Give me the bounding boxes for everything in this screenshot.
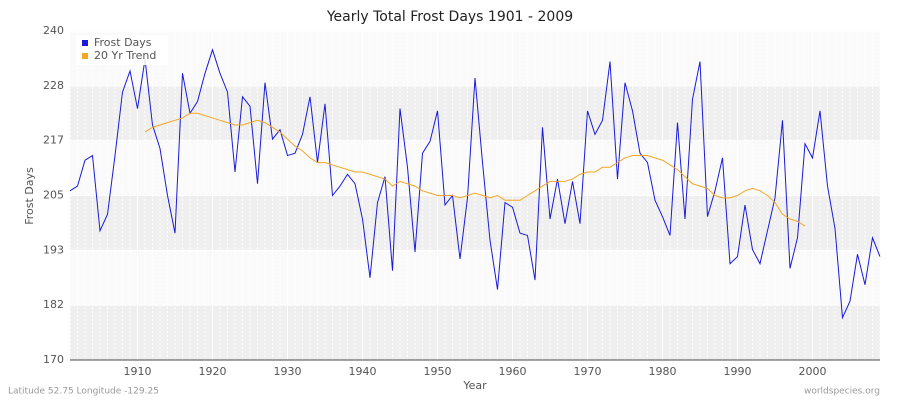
y-tick-label: 240 — [43, 24, 64, 37]
legend-swatch — [82, 53, 88, 59]
chart-title: Yearly Total Frost Days 1901 - 2009 — [326, 9, 573, 25]
x-tick-label: 1910 — [124, 365, 152, 378]
legend-label: 20 Yr Trend — [94, 49, 156, 62]
legend-box — [76, 35, 168, 65]
x-tick-label: 1940 — [349, 365, 377, 378]
x-tick-label: 2000 — [799, 365, 827, 378]
y-tick-label: 182 — [43, 298, 64, 311]
legend-label: Frost Days — [94, 36, 152, 49]
series-line — [69, 48, 881, 320]
y-axis-label: Frost Days — [23, 167, 36, 225]
footer-left: Latitude 52.75 Longitude -129.25 — [8, 387, 159, 397]
x-tick-label: 1980 — [649, 365, 677, 378]
y-tick-label: 170 — [43, 353, 64, 366]
x-tick-label: 1990 — [724, 365, 752, 378]
x-tick-label: 1920 — [199, 365, 227, 378]
series-line — [144, 112, 806, 227]
y-tick-label: 228 — [43, 79, 64, 92]
x-tick-label: 1970 — [574, 365, 602, 378]
y-tick-label: 217 — [43, 134, 64, 147]
x-tick-label: 1950 — [424, 365, 452, 378]
y-tick-label: 205 — [43, 189, 64, 202]
y-tick-label: 193 — [43, 243, 64, 256]
legend-swatch — [82, 40, 88, 46]
x-tick-label: 1960 — [499, 365, 527, 378]
x-axis-label: Year — [462, 379, 487, 392]
x-tick-label: 1930 — [274, 365, 302, 378]
footer-right: worldspecies.org — [804, 387, 880, 397]
